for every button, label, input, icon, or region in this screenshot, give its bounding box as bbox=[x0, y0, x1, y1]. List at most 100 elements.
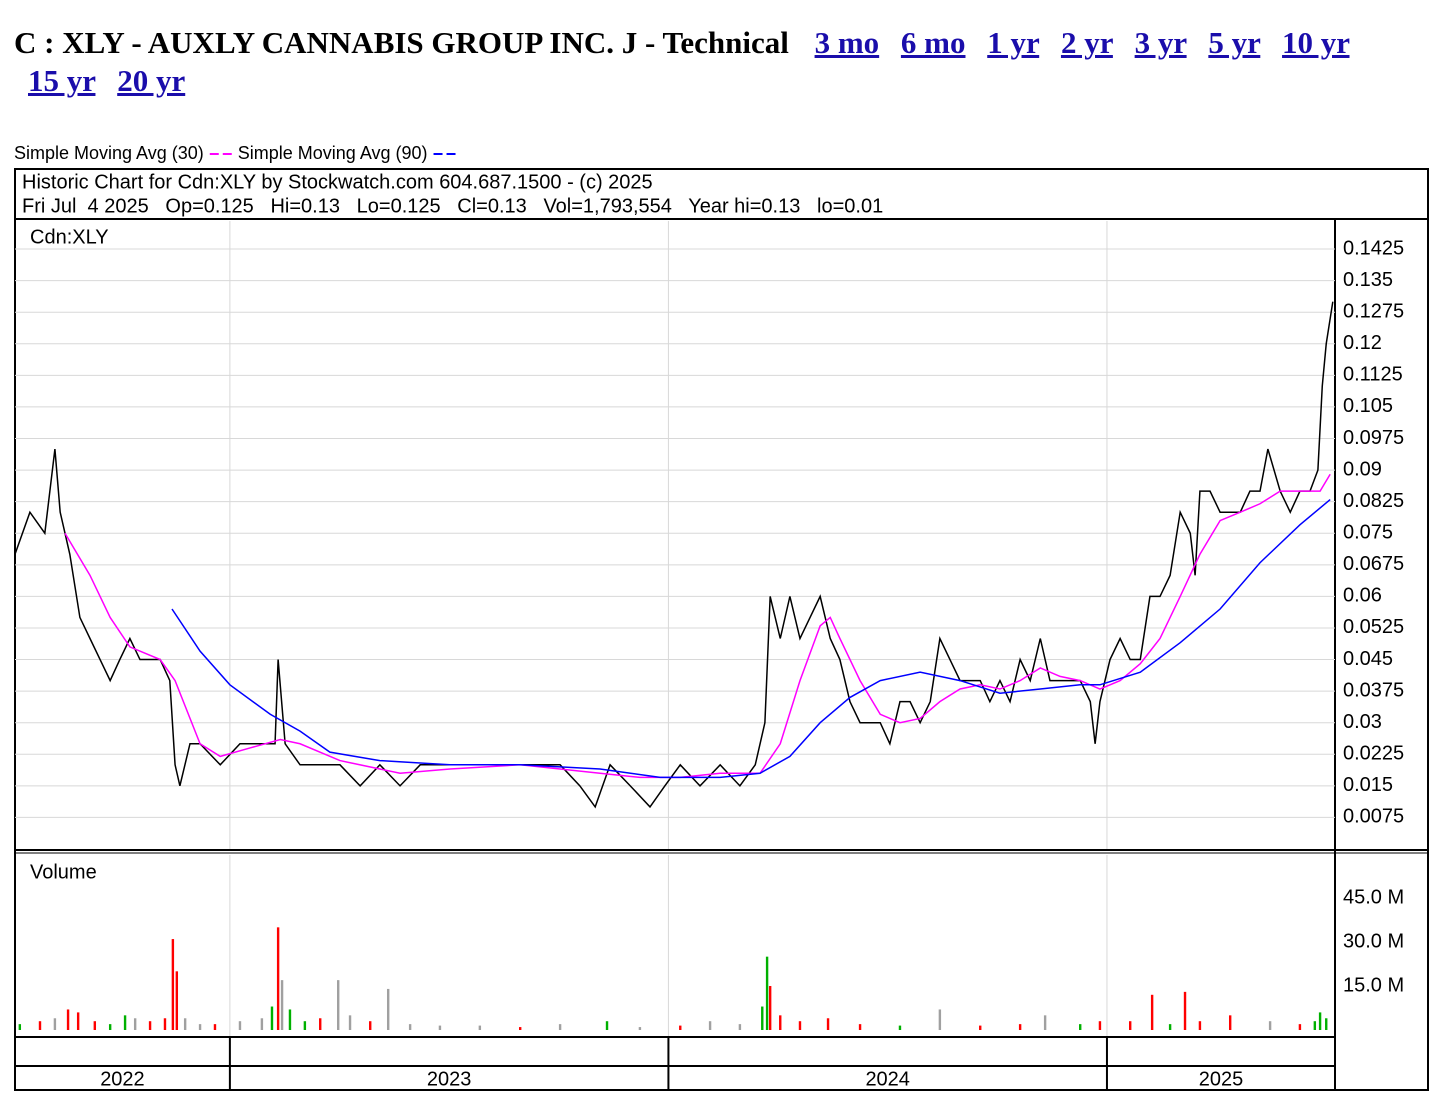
volume-bar bbox=[280, 980, 284, 1030]
chart-frame bbox=[14, 168, 1429, 1091]
y-tick-label: 0.12 bbox=[1343, 332, 1382, 354]
volume-bar bbox=[1079, 1024, 1082, 1030]
volume-bar bbox=[826, 1018, 830, 1030]
volume-bar bbox=[198, 1024, 202, 1030]
y-tick-label: 0.0075 bbox=[1343, 806, 1404, 828]
volume-bar bbox=[1298, 1024, 1302, 1030]
volume-bar bbox=[260, 1018, 264, 1030]
page-title: C : XLY - AUXLY CANNABIS GROUP INC. J - … bbox=[14, 25, 789, 60]
volume-bar bbox=[93, 1021, 97, 1030]
volume-bar bbox=[337, 980, 340, 1030]
y-tick-label: 0.045 bbox=[1343, 648, 1393, 670]
y-tick-label: 0.1125 bbox=[1343, 364, 1403, 386]
volume-bar bbox=[1183, 991, 1187, 1030]
volume-bar bbox=[123, 1015, 127, 1030]
volume-bar bbox=[1018, 1024, 1022, 1030]
volume-bar bbox=[798, 1021, 802, 1030]
volume-bar bbox=[518, 1027, 522, 1030]
year-label: 2025 bbox=[1199, 1068, 1244, 1090]
y-tick-label: 15.0 M bbox=[1343, 974, 1404, 996]
volume-bar bbox=[38, 1021, 42, 1030]
volume-bar bbox=[1150, 994, 1154, 1030]
volume-bar bbox=[1098, 1021, 1102, 1030]
y-tick-label: 0.135 bbox=[1343, 269, 1393, 291]
volume-bar bbox=[288, 1009, 292, 1030]
info-line: Fri Jul 4 2025 Op=0.125 Hi=0.13 Lo=0.125… bbox=[22, 195, 883, 217]
year-label: 2024 bbox=[865, 1068, 910, 1090]
volume-bar bbox=[638, 1027, 642, 1030]
panel-label: Volume bbox=[30, 861, 97, 883]
volume-bar bbox=[605, 1021, 609, 1030]
y-tick-label: 30.0 M bbox=[1343, 930, 1404, 952]
range-link[interactable]: 1 yr bbox=[987, 25, 1040, 60]
volume-bar bbox=[979, 1025, 982, 1030]
volume-bar bbox=[213, 1024, 217, 1030]
volume-bar bbox=[133, 1018, 137, 1030]
volume-bar bbox=[18, 1024, 22, 1030]
legend-label: Simple Moving Avg (90) bbox=[238, 143, 428, 163]
volume-bar bbox=[163, 1018, 167, 1030]
panel-label: Cdn:XLY bbox=[30, 226, 109, 248]
y-tick-label: 0.1425 bbox=[1343, 237, 1404, 259]
y-tick-label: 0.03 bbox=[1343, 711, 1382, 733]
range-link[interactable]: 5 yr bbox=[1208, 25, 1261, 60]
range-link[interactable]: 6 mo bbox=[900, 25, 966, 60]
y-tick-label: 0.0975 bbox=[1343, 427, 1404, 449]
y-tick-label: 45.0 M bbox=[1343, 886, 1404, 908]
y-tick-label: 0.015 bbox=[1343, 774, 1393, 796]
volume-bar bbox=[1318, 1012, 1322, 1030]
header: C : XLY - AUXLY CANNABIS GROUP INC. J - … bbox=[14, 24, 1434, 100]
volume-bar bbox=[1043, 1015, 1047, 1030]
volume-bar bbox=[386, 988, 390, 1030]
legend-label: Simple Moving Avg (30) bbox=[14, 143, 204, 163]
y-tick-label: 0.0825 bbox=[1343, 490, 1404, 512]
range-link[interactable]: 2 yr bbox=[1060, 25, 1113, 60]
y-tick-label: 0.0525 bbox=[1343, 616, 1404, 638]
volume-bar bbox=[270, 1006, 274, 1030]
volume-bar bbox=[148, 1021, 152, 1030]
y-tick-label: 0.1275 bbox=[1343, 300, 1404, 322]
volume-bar bbox=[408, 1024, 412, 1030]
volume-bar bbox=[898, 1025, 902, 1030]
volume-bar bbox=[1168, 1024, 1172, 1030]
range-link[interactable]: 20 yr bbox=[117, 63, 186, 98]
y-tick-label: 0.075 bbox=[1343, 522, 1393, 544]
volume-bar bbox=[175, 971, 179, 1030]
volume-bar bbox=[768, 986, 772, 1030]
volume-bar bbox=[66, 1009, 70, 1030]
range-link[interactable]: 3 mo bbox=[814, 25, 880, 60]
year-label: 2022 bbox=[100, 1068, 145, 1090]
volume-bar bbox=[1198, 1021, 1202, 1030]
volume-bar bbox=[779, 1015, 782, 1030]
range-link[interactable]: 3 yr bbox=[1134, 25, 1187, 60]
volume-bar bbox=[108, 1024, 112, 1030]
y-tick-label: 0.0375 bbox=[1343, 679, 1404, 701]
volume-bar bbox=[761, 1006, 764, 1030]
range-link[interactable]: 15 yr bbox=[28, 63, 96, 98]
volume-bar bbox=[938, 1009, 942, 1030]
volume-bar bbox=[1268, 1021, 1272, 1030]
volume-bar bbox=[858, 1024, 862, 1030]
volume-bar bbox=[708, 1021, 712, 1030]
volume-bar bbox=[53, 1018, 57, 1030]
volume-bar bbox=[171, 939, 175, 1030]
y-tick-label: 0.0675 bbox=[1343, 553, 1404, 575]
price-line bbox=[64, 473, 1331, 779]
volume-bar bbox=[183, 1018, 187, 1030]
volume-bar bbox=[438, 1025, 442, 1030]
volume-bar bbox=[738, 1024, 742, 1030]
volume-bar bbox=[478, 1025, 482, 1030]
volume-bar bbox=[1325, 1018, 1328, 1030]
volume-bar bbox=[765, 956, 769, 1030]
volume-bar bbox=[238, 1021, 242, 1030]
year-label: 2023 bbox=[427, 1068, 472, 1090]
volume-bar bbox=[1129, 1021, 1132, 1030]
info-line: Historic Chart for Cdn:XLY by Stockwatch… bbox=[22, 171, 653, 193]
price-line bbox=[171, 498, 1331, 779]
range-link[interactable]: 10 yr bbox=[1282, 25, 1350, 60]
volume-bar bbox=[679, 1025, 682, 1030]
volume-bar bbox=[348, 1015, 352, 1030]
volume-bar bbox=[276, 927, 280, 1030]
